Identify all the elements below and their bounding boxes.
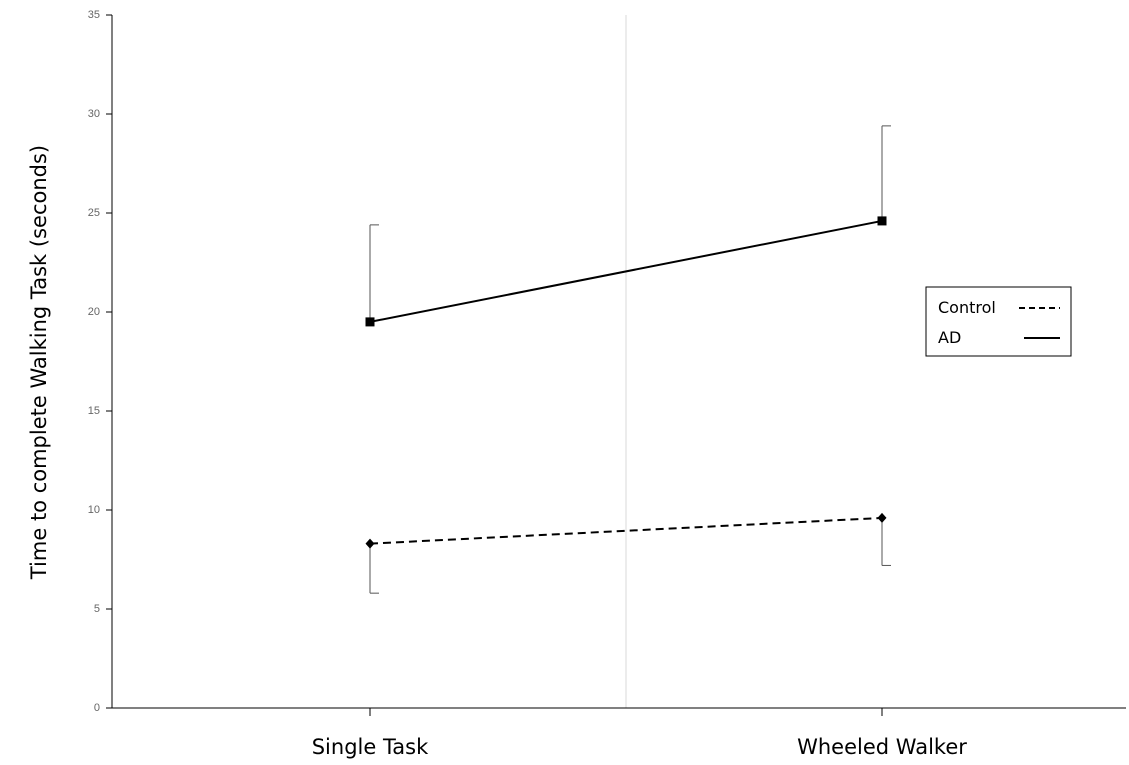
series-line <box>369 219 883 323</box>
data-point-marker <box>877 512 887 523</box>
y-tick-label: 30 <box>88 108 100 120</box>
data-point-marker <box>877 216 887 226</box>
series-line <box>369 516 883 545</box>
series-ad <box>365 125 891 327</box>
series-layer <box>365 125 891 594</box>
y-tick-label: 0 <box>94 702 100 714</box>
y-tick-label: 15 <box>88 405 100 417</box>
x-category-label: Wheeled Walker <box>797 735 967 759</box>
y-tick-label: 20 <box>88 306 100 318</box>
y-tick-label: 25 <box>88 207 100 219</box>
x-category-label: Single Task <box>312 735 429 759</box>
series-control <box>365 512 891 594</box>
x-axis-ticks: Single Task Wheeled Walker <box>312 708 967 759</box>
legend: Control AD <box>925 286 1072 357</box>
y-tick-label: 5 <box>94 603 100 615</box>
y-tick-label: 10 <box>88 504 100 516</box>
y-axis-ticks: 0 5 10 15 20 25 30 35 <box>88 9 112 714</box>
y-axis-title: Time to complete Walking Task (seconds) <box>27 145 51 580</box>
data-point-marker <box>365 317 375 327</box>
data-point-marker <box>365 538 375 549</box>
y-tick-label: 35 <box>88 9 100 21</box>
legend-box <box>925 286 1072 357</box>
legend-label-ad: AD <box>938 328 961 347</box>
legend-label-control: Control <box>938 298 996 317</box>
